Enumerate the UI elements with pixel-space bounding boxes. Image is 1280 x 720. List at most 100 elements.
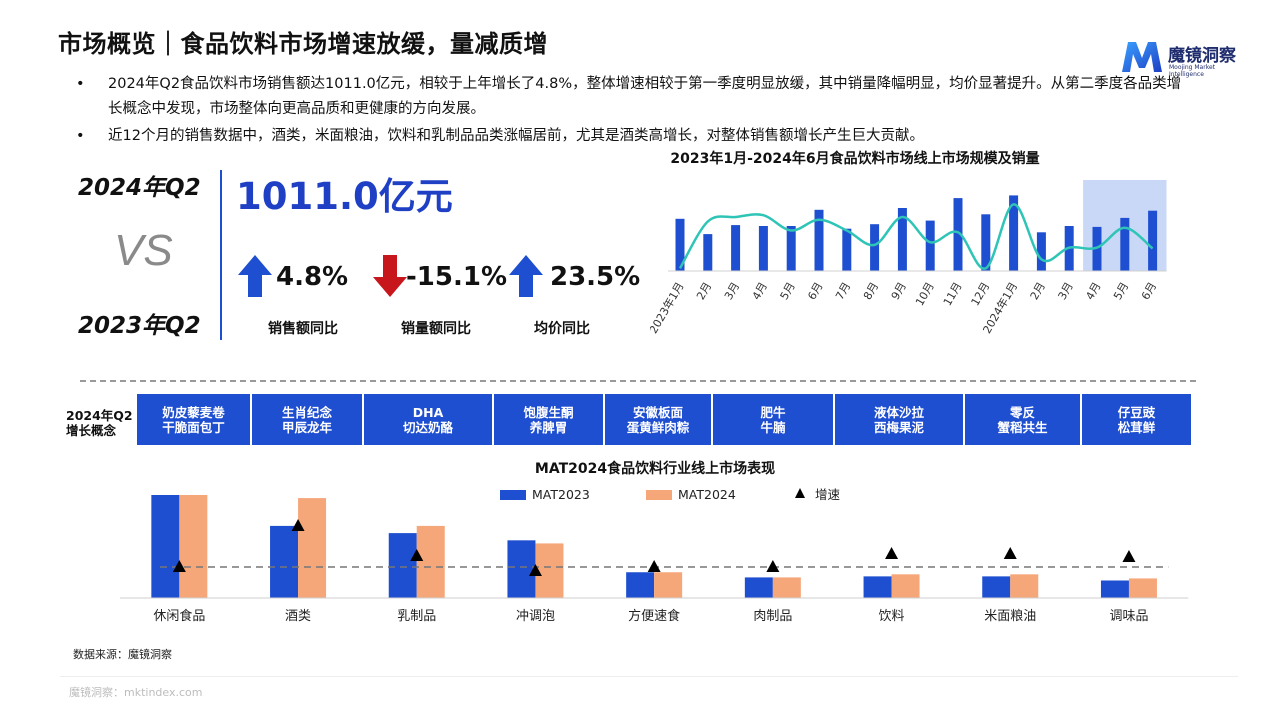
growth-marker (766, 560, 780, 572)
logo-text-cn: 魔镜洞察 (1168, 46, 1236, 66)
legend-label: 增速 (815, 487, 841, 502)
bullet-1: 2024年Q2食品饮料市场销售额达1011.0亿元，相较于上年增长了4.8%，整… (76, 72, 1186, 122)
total-sales-value: 1011.0亿元 (236, 175, 453, 218)
concept-tag: 液体沙拉 西梅果泥 (835, 394, 965, 445)
concept-tag: 奶皮藜麦卷 干脆面包丁 (137, 394, 252, 445)
tick-label: 2月 (694, 280, 714, 302)
tick-label: 5月 (778, 280, 798, 302)
bar-mat2024 (654, 572, 683, 598)
growth-marker (172, 560, 186, 572)
concept-tag: 生肖纪念 甲辰龙年 (252, 394, 364, 445)
growth-marker (1003, 547, 1017, 559)
bullet-2: 近12个月的销售数据中，酒类，米面粮油，饮料和乳制品品类涨幅居前，尤其是酒类高增… (76, 124, 1186, 149)
series-line (678, 203, 1154, 270)
bar (1092, 226, 1102, 271)
period-label-2024: 2024年Q2 (78, 175, 201, 201)
tick-label: 2月 (1028, 280, 1048, 302)
bar (758, 226, 768, 271)
tick-label: 3月 (1056, 280, 1076, 302)
price-yoy-value: 23.5% (550, 262, 641, 292)
volume-yoy-value: -15.1% (406, 262, 507, 292)
arrow-up-icon (238, 255, 272, 297)
legend-swatch (500, 490, 526, 500)
bar-mat2023 (863, 576, 892, 598)
divider (220, 170, 222, 340)
concept-tag: 饱腹生酮 养脾胃 (494, 394, 605, 445)
bar (981, 214, 991, 271)
category-label: 饮料 (879, 609, 905, 624)
growth-marker (1122, 550, 1136, 562)
bar (675, 218, 685, 271)
bar-mat2024 (416, 525, 445, 598)
category-label: 休闲食品 (153, 608, 205, 624)
footer-divider (60, 676, 1238, 677)
summary-bullets: 2024年Q2食品饮料市场销售额达1011.0亿元，相较于上年增长了4.8%，整… (76, 72, 1186, 149)
bar (897, 208, 907, 271)
bar-mat2024 (298, 498, 327, 598)
sales-yoy-value: 4.8% (276, 262, 349, 292)
bar-mat2024 (1010, 574, 1039, 598)
tick-label: 5月 (1111, 280, 1131, 302)
bar (786, 226, 796, 271)
bar-mat2023 (151, 495, 180, 598)
bar (842, 228, 852, 271)
concept-tag: 肥牛 牛腩 (713, 394, 835, 445)
tick-label: 6月 (805, 280, 825, 302)
category-label: 冲调泡 (516, 609, 555, 624)
legend-marker (795, 488, 805, 498)
category-label: 方便速食 (628, 608, 680, 624)
bar-mat2023 (1100, 580, 1129, 598)
volume-yoy-label: 销量额同比 (401, 321, 471, 337)
section-divider (80, 380, 1196, 382)
tick-label: 12月 (969, 280, 993, 308)
tick-label: 4月 (750, 280, 770, 302)
bar-mat2023 (507, 540, 536, 598)
bar-mat2023 (388, 533, 417, 598)
bar-mat2024 (891, 574, 920, 598)
concepts-row: 奶皮藜麦卷 干脆面包丁 生肖纪念 甲辰龙年 DHA 切达奶酪 饱腹生酮 养脾胃 安徽板面… (137, 394, 1191, 445)
tick-label: 2023年1月 (650, 280, 687, 336)
category-label: 乳制品 (397, 609, 436, 624)
growth-marker (647, 560, 661, 572)
bar (703, 234, 713, 271)
tick-label: 10月 (913, 280, 937, 308)
growth-marker (410, 549, 424, 561)
category-label: 肉制品 (753, 609, 792, 624)
vs-label: VS (114, 226, 173, 275)
tick-label: 9月 (889, 280, 909, 302)
footer-text: 魔镜洞察：mktindex.com (69, 686, 203, 699)
chart2-title: MAT2024食品饮料行业线上市场表现 (534, 461, 776, 477)
price-yoy-label: 均价同比 (534, 321, 590, 337)
category-label: 调味品 (1109, 609, 1148, 624)
category-label: 米面粮油 (984, 609, 1036, 624)
concepts-label-line1: 2024年Q2 (66, 408, 133, 423)
growth-marker (885, 547, 899, 559)
arrow-up-icon (509, 255, 543, 297)
bar (870, 224, 880, 271)
chart1-title: 2023年1月-2024年6月食品饮料市场线上市场规模及销量 (670, 151, 1040, 167)
tick-label: 4月 (1083, 280, 1103, 302)
tick-label: 7月 (833, 280, 853, 302)
page-title: 市场概览｜食品饮料市场增速放缓，量减质增 (58, 30, 548, 58)
legend-swatch (646, 490, 672, 500)
bar-mat2023 (270, 525, 299, 598)
bar-mat2024 (1128, 578, 1157, 598)
bar (1036, 232, 1046, 271)
bar-mat2024 (179, 495, 208, 598)
logo-mark-icon (1122, 42, 1162, 72)
growth-marker (291, 519, 305, 531)
legend-label: MAT2023 (532, 487, 590, 502)
bar-mat2023 (982, 576, 1011, 598)
category-label: 酒类 (285, 609, 311, 624)
logo-text-en: Moojing Market Intelligence (1169, 64, 1215, 78)
data-source: 数据来源：魔镜洞察 (73, 648, 172, 661)
bar-mat2024 (535, 543, 564, 598)
bar-mat2023 (744, 577, 773, 598)
tick-label: 11月 (941, 280, 965, 308)
bar (953, 198, 963, 271)
bar (814, 209, 824, 271)
concept-tag: 零反 蟹稻共生 (965, 394, 1082, 445)
period-label-2023: 2023年Q2 (78, 313, 201, 339)
